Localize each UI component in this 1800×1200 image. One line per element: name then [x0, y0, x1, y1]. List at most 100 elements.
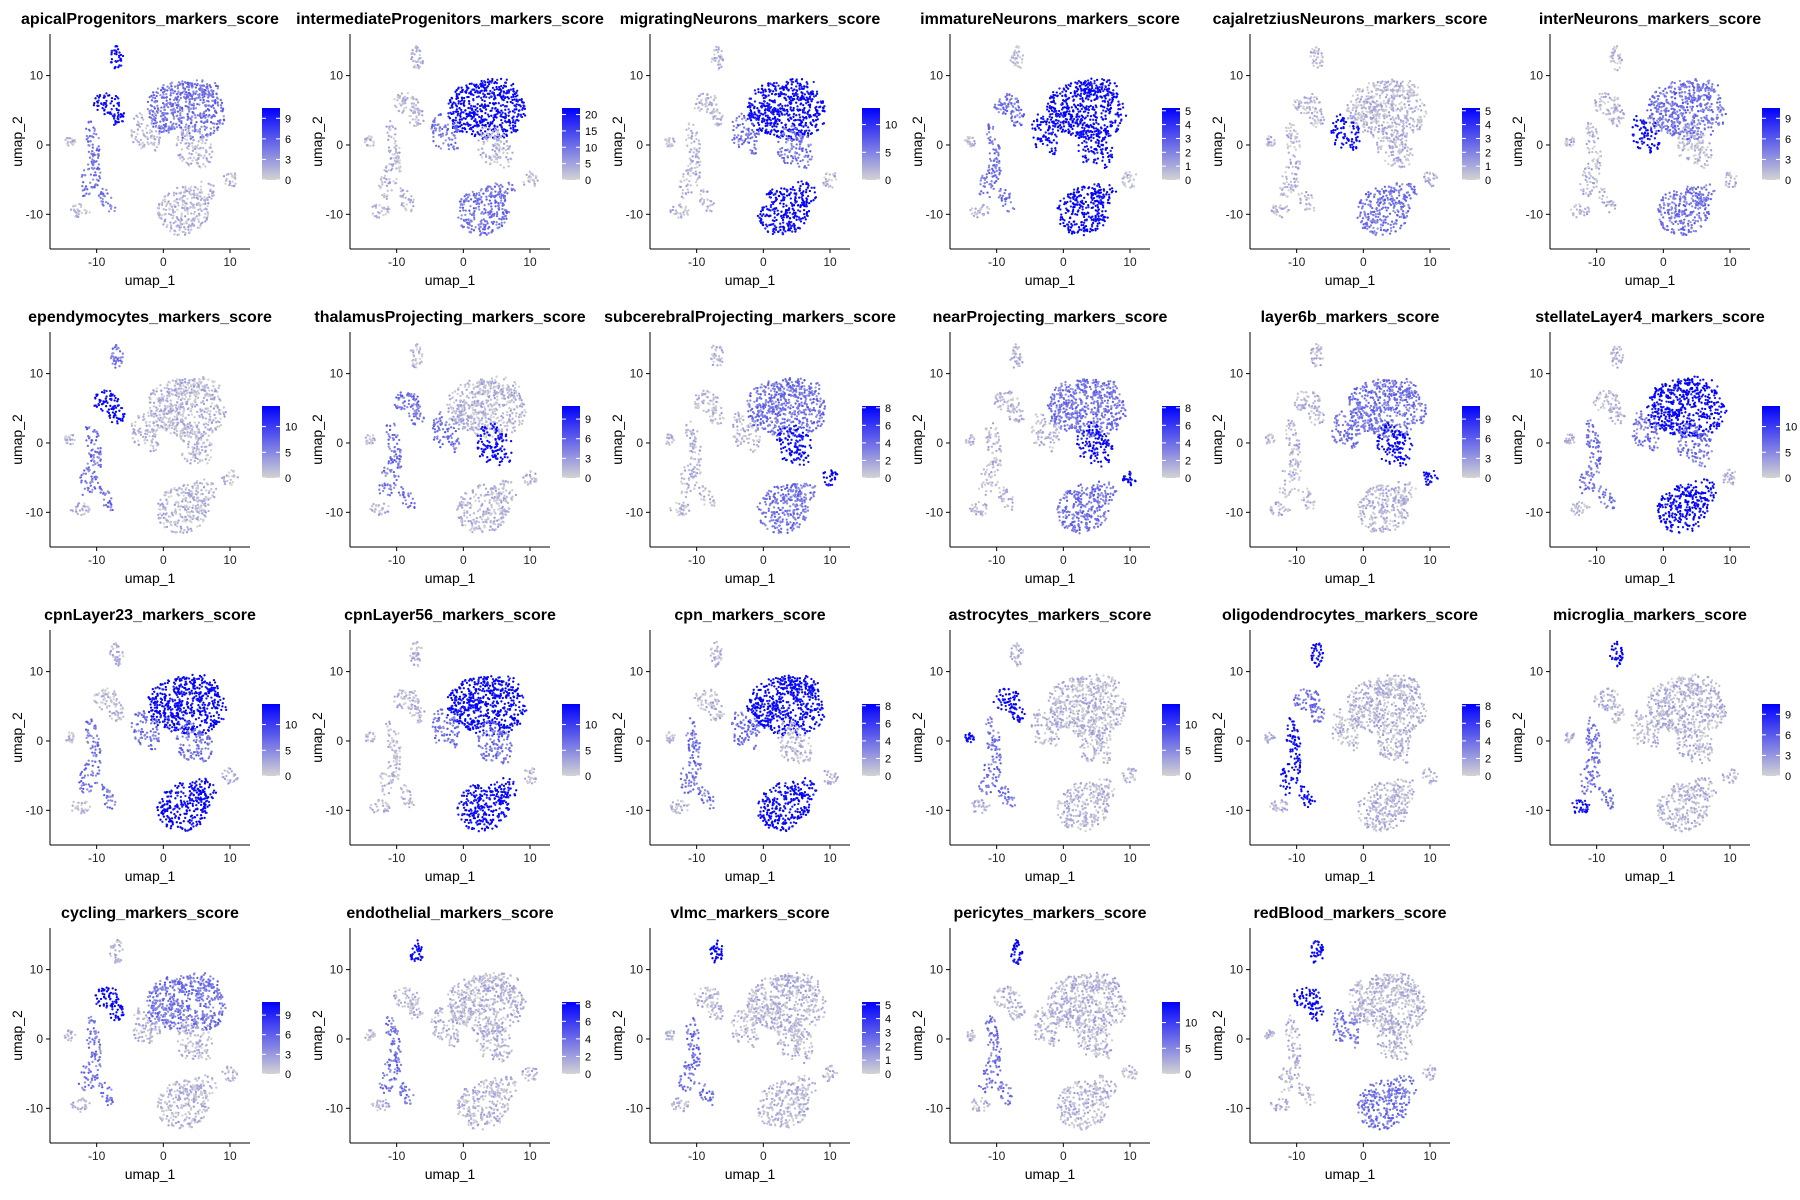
data-point: [220, 109, 223, 113]
data-point: [963, 139, 966, 142]
data-point: [1064, 120, 1068, 123]
chart-panel: migratingNeurons_markers_score -10 0 10 -10 0…: [600, 0, 900, 298]
data-point: [516, 128, 519, 132]
data-point: [200, 180, 203, 183]
data-point: [394, 139, 397, 143]
data-point: [768, 196, 771, 199]
data-point: [84, 186, 87, 189]
data-point: [972, 214, 976, 218]
data-point: [518, 109, 521, 112]
data-point: [89, 120, 93, 123]
data-point: [387, 146, 391, 149]
data-point: [713, 96, 717, 99]
data-point: [753, 143, 756, 146]
data-point: [159, 109, 162, 113]
data-point: [109, 111, 112, 114]
x-axis-label: umap_1: [125, 272, 176, 288]
data-point: [988, 138, 992, 142]
data-point: [792, 115, 795, 118]
data-point: [813, 191, 816, 194]
data-point: [742, 126, 746, 129]
data-point: [403, 107, 406, 110]
data-point: [81, 173, 84, 177]
data-point: [474, 207, 478, 210]
data-point: [771, 188, 774, 191]
data-point: [1085, 87, 1088, 91]
data-point: [88, 192, 91, 195]
data-point: [825, 180, 829, 183]
data-point: [797, 109, 800, 112]
data-point: [111, 114, 115, 118]
data-point: [789, 197, 792, 200]
data-point: [807, 210, 811, 213]
data-point: [176, 85, 180, 88]
data-point: [686, 188, 689, 191]
data-point: [702, 201, 706, 205]
data-point: [1106, 79, 1109, 82]
data-point: [767, 84, 770, 87]
data-point: [108, 94, 111, 97]
data-point: [1110, 101, 1113, 104]
data-point: [1071, 127, 1074, 131]
data-point: [689, 174, 692, 178]
data-point: [1081, 123, 1084, 127]
data-point: [1079, 97, 1082, 101]
data-point: [695, 178, 699, 182]
data-point: [770, 92, 774, 96]
data-point: [703, 198, 706, 202]
data-point: [795, 89, 799, 92]
data-point: [715, 56, 718, 60]
data-point: [482, 151, 485, 154]
data-point: [1105, 133, 1108, 136]
data-point: [806, 186, 809, 189]
data-point: [716, 108, 719, 111]
data-point: [1016, 61, 1020, 64]
data-point: [402, 205, 405, 208]
data-point: [504, 215, 507, 218]
data-point: [1067, 122, 1070, 126]
data-point: [985, 175, 988, 179]
data-point: [997, 151, 1000, 154]
data-point: [791, 124, 794, 128]
data-point: [802, 208, 806, 212]
data-point: [207, 160, 210, 164]
data-point: [176, 224, 180, 227]
data-point: [210, 197, 213, 200]
data-point: [110, 53, 113, 56]
data-point: [992, 169, 995, 172]
data-point: [991, 167, 994, 170]
points-layer: [664, 45, 838, 236]
data-point: [148, 96, 151, 99]
data-point: [828, 178, 831, 181]
data-point: [93, 102, 96, 105]
data-point: [768, 103, 771, 106]
data-point: [1095, 78, 1099, 82]
data-point: [382, 196, 386, 199]
data-point: [712, 115, 715, 118]
data-point: [698, 164, 701, 167]
data-point: [153, 112, 156, 115]
data-point: [488, 127, 491, 131]
data-point: [119, 115, 122, 119]
data-point: [790, 86, 793, 90]
data-point: [748, 97, 751, 100]
data-point: [1054, 94, 1057, 97]
y-tick-label: -10: [26, 207, 44, 221]
data-point: [735, 136, 738, 139]
data-point: [502, 147, 505, 150]
data-point: [160, 214, 163, 217]
data-point: [749, 108, 752, 112]
data-point: [971, 136, 975, 139]
data-point: [1064, 129, 1067, 132]
data-point: [512, 82, 515, 86]
data-point: [415, 50, 418, 53]
data-point: [993, 163, 996, 167]
data-point: [1088, 88, 1091, 91]
data-point: [769, 205, 773, 209]
data-point: [1077, 110, 1080, 113]
data-point: [384, 166, 388, 169]
data-point: [473, 196, 477, 199]
data-point: [694, 102, 698, 106]
data-point: [664, 138, 667, 141]
data-point: [747, 101, 751, 105]
